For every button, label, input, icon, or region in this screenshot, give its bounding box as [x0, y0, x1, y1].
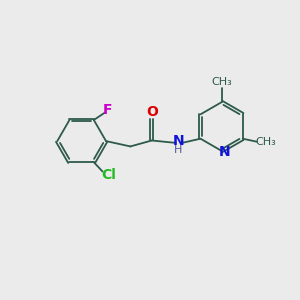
Text: F: F: [103, 103, 112, 118]
Text: O: O: [146, 105, 158, 119]
Text: Cl: Cl: [101, 168, 116, 182]
Text: CH₃: CH₃: [211, 77, 232, 87]
Text: N: N: [219, 146, 230, 159]
Text: CH₃: CH₃: [255, 137, 276, 147]
Text: H: H: [174, 145, 183, 155]
Text: N: N: [173, 134, 184, 148]
